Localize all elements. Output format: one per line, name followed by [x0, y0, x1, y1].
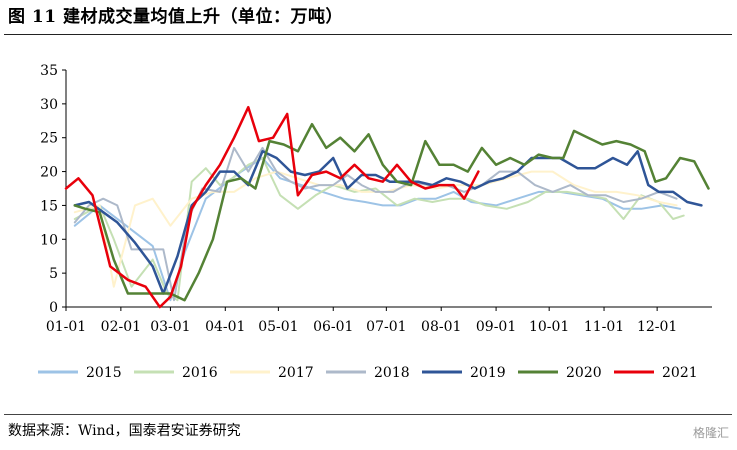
y-tick-label: 5: [49, 266, 58, 282]
watermark-logo: 格隆汇: [692, 426, 729, 440]
line-chart: 0 5 10 15 20 25 30 35 01-01 02-01 03-01 04-01 05-01 0…: [38, 63, 712, 381]
chart-title: 图 11 建材成交量均值上升（单位：万吨）: [8, 7, 343, 27]
series-layer: [64, 105, 710, 309]
y-tick-label: 30: [40, 97, 58, 113]
x-tick-label: 08-01: [421, 319, 461, 335]
x-tick-label: 05-01: [258, 319, 298, 335]
y-tick-label: 20: [40, 165, 58, 181]
chart-legend: 2015 2016 2017 2018 2019 2020 2021: [38, 365, 698, 381]
legend-label-2018: 2018: [374, 365, 410, 381]
title-divider: [4, 34, 732, 35]
x-tick-label: 11-01: [584, 319, 624, 335]
x-tick-label: 06-01: [313, 319, 353, 335]
series-line-2018: [73, 146, 678, 302]
x-tick-label: 01-01: [46, 319, 86, 335]
series-line-2016: [73, 157, 685, 302]
y-tick-label: 25: [40, 131, 58, 147]
legend-label-2020: 2020: [566, 365, 602, 381]
series-line-2019: [73, 150, 703, 295]
legend-label-2019: 2019: [470, 365, 506, 381]
y-tick-label: 15: [40, 198, 58, 214]
x-tick-label: 09-01: [476, 319, 516, 335]
x-tick-label: 12-01: [637, 319, 677, 335]
series-line-2017: [73, 170, 678, 288]
y-tick-label: 10: [40, 232, 58, 248]
source-divider: [4, 414, 732, 415]
legend-label-2017: 2017: [278, 365, 314, 381]
y-tick-label: 35: [40, 63, 58, 79]
legend-label-2021: 2021: [662, 365, 698, 381]
y-tick-label: 0: [49, 300, 58, 316]
chart-axes: 0 5 10 15 20 25 30 35 01-01 02-01 03-01 04-01 05-01 0…: [40, 63, 712, 335]
x-tick-label: 07-01: [366, 319, 406, 335]
source-note: 数据来源：Wind，国泰君安证券研究: [8, 423, 241, 439]
series-line-2021: [64, 105, 480, 309]
series-line-2020: [73, 122, 710, 302]
legend-label-2016: 2016: [182, 365, 218, 381]
legend-label-2015: 2015: [86, 365, 122, 381]
x-tick-label: 02-01: [101, 319, 141, 335]
x-tick-label: 04-01: [205, 319, 245, 335]
x-tick-label: 03-01: [150, 319, 190, 335]
x-tick-label: 10-01: [529, 319, 569, 335]
